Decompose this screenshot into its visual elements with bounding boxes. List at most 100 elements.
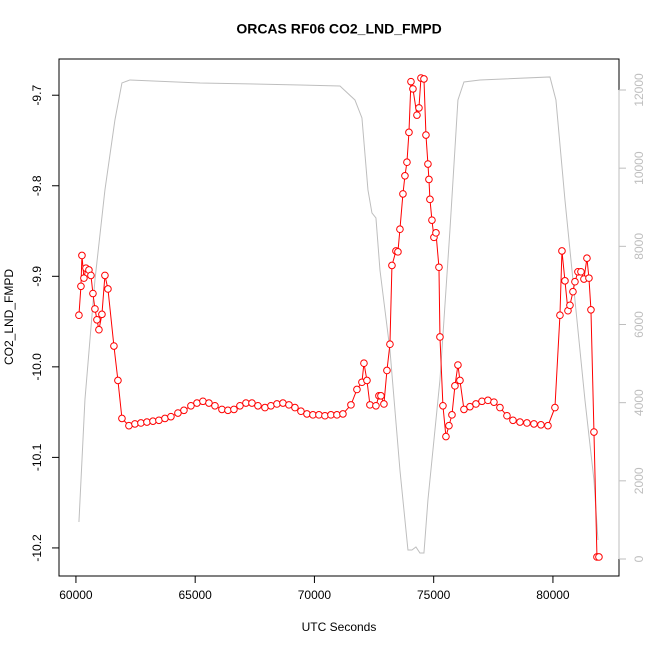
y-tick-label: -10.1	[30, 443, 44, 471]
series-line	[78, 76, 599, 554]
data-point	[432, 229, 440, 237]
data-point	[353, 385, 361, 394]
data-point	[101, 271, 109, 280]
data-point	[420, 75, 428, 83]
data-point	[451, 382, 459, 390]
data-point	[569, 287, 577, 296]
data-point	[95, 325, 103, 334]
data-point	[89, 289, 97, 298]
y-tick-label: -9.7	[30, 85, 44, 106]
y2-tick-label: 6000	[632, 311, 646, 338]
data-point	[93, 315, 101, 324]
data-point	[87, 271, 95, 280]
data-point	[396, 225, 404, 234]
y-tick-label: -10.0	[30, 353, 44, 381]
data-point	[224, 406, 232, 415]
data-point	[523, 419, 531, 427]
x-axis-title: UTC Seconds	[302, 620, 377, 634]
data-point	[236, 401, 244, 410]
data-point	[571, 277, 579, 286]
data-point	[436, 333, 444, 341]
data-point	[386, 340, 394, 349]
y-axis-title: CO2_LND_FMPD	[2, 269, 16, 365]
data-point	[291, 403, 299, 412]
data-point	[556, 311, 564, 320]
data-point	[503, 411, 511, 420]
data-point	[561, 277, 569, 285]
x-tick-label: 65000	[178, 588, 212, 602]
data-point	[403, 158, 411, 167]
data-point	[394, 248, 402, 256]
data-point	[360, 359, 368, 368]
data-point	[415, 104, 423, 112]
data-point	[537, 420, 545, 429]
data-point	[78, 251, 86, 260]
data-point	[297, 407, 305, 416]
data-point	[424, 160, 432, 168]
data-point	[205, 399, 213, 407]
data-point	[460, 405, 468, 414]
x-tick-label: 75000	[417, 588, 451, 602]
y2-tick-label: 8000	[632, 233, 646, 260]
x-tick-label: 60000	[59, 588, 93, 602]
data-point	[273, 400, 281, 408]
data-point	[456, 376, 464, 385]
data-point	[577, 267, 585, 276]
data-point	[363, 376, 371, 385]
data-point	[585, 274, 593, 282]
data-point	[445, 421, 453, 430]
data-point	[377, 392, 385, 400]
data-point	[388, 261, 396, 270]
data-point	[439, 401, 447, 410]
y-tick-label: -10.2	[30, 534, 44, 562]
data-point	[425, 175, 433, 184]
data-point	[366, 401, 374, 409]
data-point	[413, 111, 421, 119]
data-point	[254, 401, 262, 410]
data-point	[98, 310, 106, 319]
data-point	[454, 361, 462, 369]
data-point	[180, 406, 188, 415]
data-point	[472, 400, 480, 408]
data-point	[595, 553, 603, 561]
data-point	[211, 401, 219, 410]
y2-tick-label: 4000	[632, 389, 646, 416]
data-point	[405, 128, 413, 137]
y2-tick-label: 10000	[632, 151, 646, 185]
data-point	[590, 428, 598, 436]
data-point	[466, 402, 474, 411]
x-tick-label: 80000	[536, 588, 570, 602]
data-point	[399, 190, 407, 198]
data-point	[77, 282, 85, 291]
data-point	[383, 366, 391, 375]
y2-tick-label: 0	[632, 555, 646, 562]
data-point	[110, 342, 118, 350]
data-point	[339, 410, 347, 418]
x-tick-label: 70000	[298, 588, 332, 602]
data-point	[409, 85, 417, 93]
data-point	[187, 401, 195, 410]
data-point	[143, 418, 151, 426]
data-point	[315, 411, 323, 419]
data-point	[422, 131, 430, 139]
data-point	[566, 301, 574, 310]
data-point	[442, 432, 450, 441]
data-point	[167, 412, 175, 421]
data-point	[104, 285, 112, 293]
data-point	[428, 216, 436, 224]
data-point	[372, 401, 380, 410]
data-point	[80, 274, 88, 282]
data-point	[583, 254, 591, 262]
data-point	[407, 77, 415, 86]
data-point	[75, 311, 83, 320]
data-point	[530, 420, 538, 428]
data-point	[496, 403, 504, 412]
data-point	[544, 421, 552, 430]
data-point	[587, 306, 595, 314]
data-point	[448, 411, 456, 419]
data-point	[380, 400, 388, 408]
data-point	[558, 247, 566, 255]
chart-title: ORCAS RF06 CO2_LND_FMPD	[236, 21, 441, 37]
